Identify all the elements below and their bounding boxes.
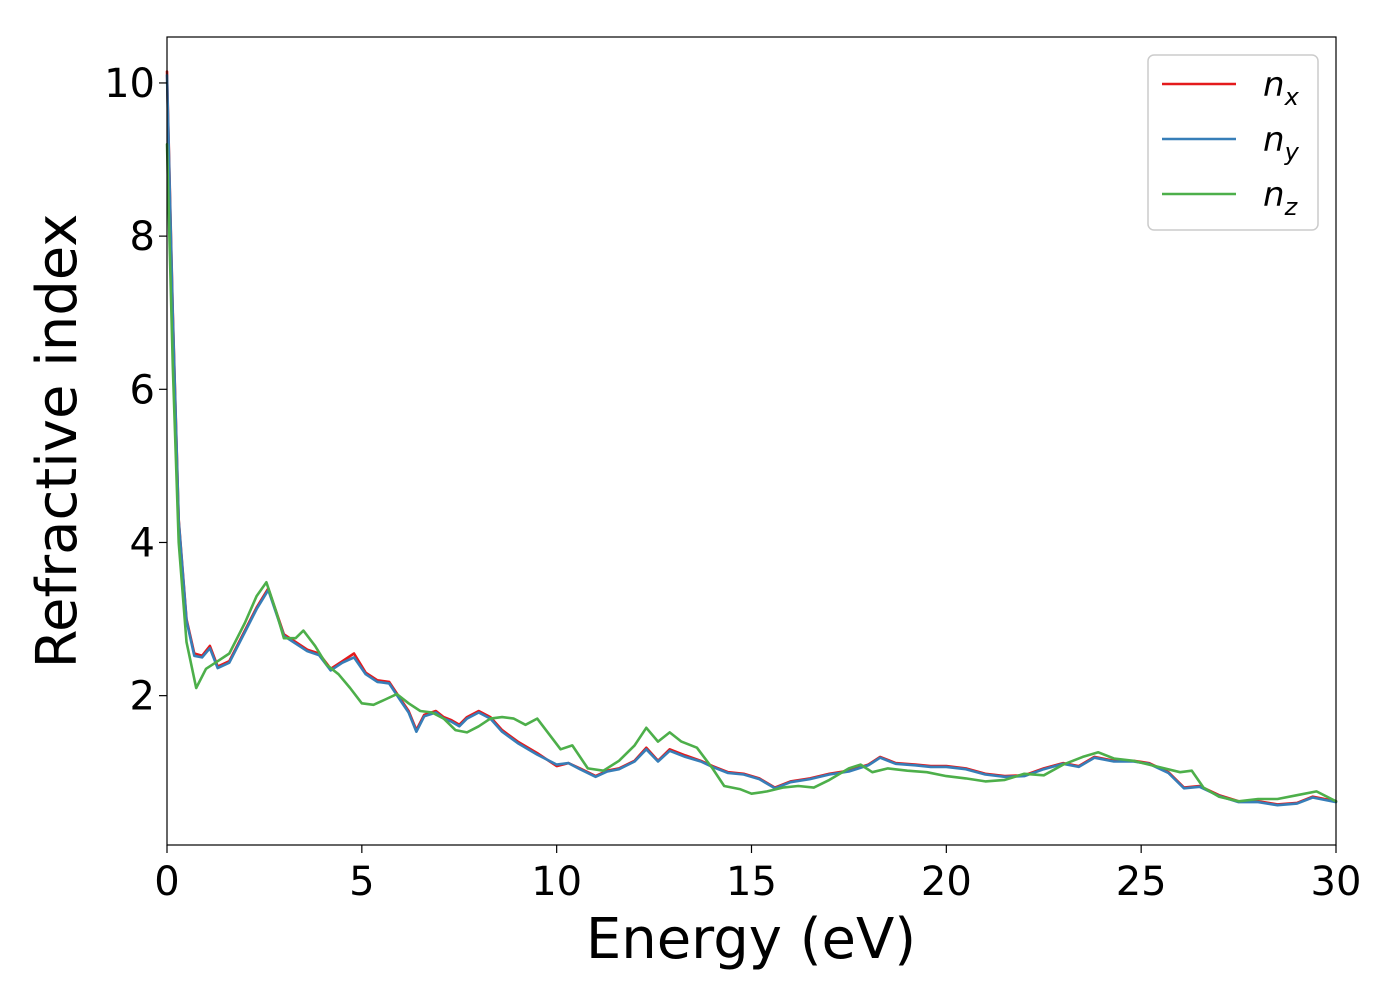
y-tick-label: 10	[104, 61, 155, 107]
y-tick-label: 6	[130, 367, 155, 413]
legend-box	[1147, 54, 1319, 231]
y-tick-label: 2	[130, 674, 155, 720]
x-tick-label: 20	[921, 859, 972, 905]
x-tick-label: 10	[531, 859, 582, 905]
x-tick-label: 30	[1311, 859, 1362, 905]
legend-label-ny: ny	[1263, 120, 1300, 166]
x-tick-label: 5	[349, 859, 374, 905]
y-tick-label: 4	[130, 520, 155, 566]
x-tick-label: 25	[1116, 859, 1167, 905]
series-line-ny	[165, 74, 1338, 807]
y-tick-label: 8	[130, 214, 155, 260]
x-axis-label: Energy (eV)	[586, 907, 916, 972]
series-line-nz	[165, 142, 1338, 803]
y-axis-label: Refractive index	[25, 214, 90, 669]
x-tick-label: 15	[726, 859, 777, 905]
x-axis-ticks: 0 5 10 15 20 25 30	[154, 845, 1361, 905]
y-axis-ticks: 2 4 6 8 10	[104, 61, 167, 720]
x-tick-label: 0	[154, 859, 179, 905]
legend-label-nx: nx	[1263, 65, 1300, 111]
plot-lines	[165, 70, 1338, 807]
